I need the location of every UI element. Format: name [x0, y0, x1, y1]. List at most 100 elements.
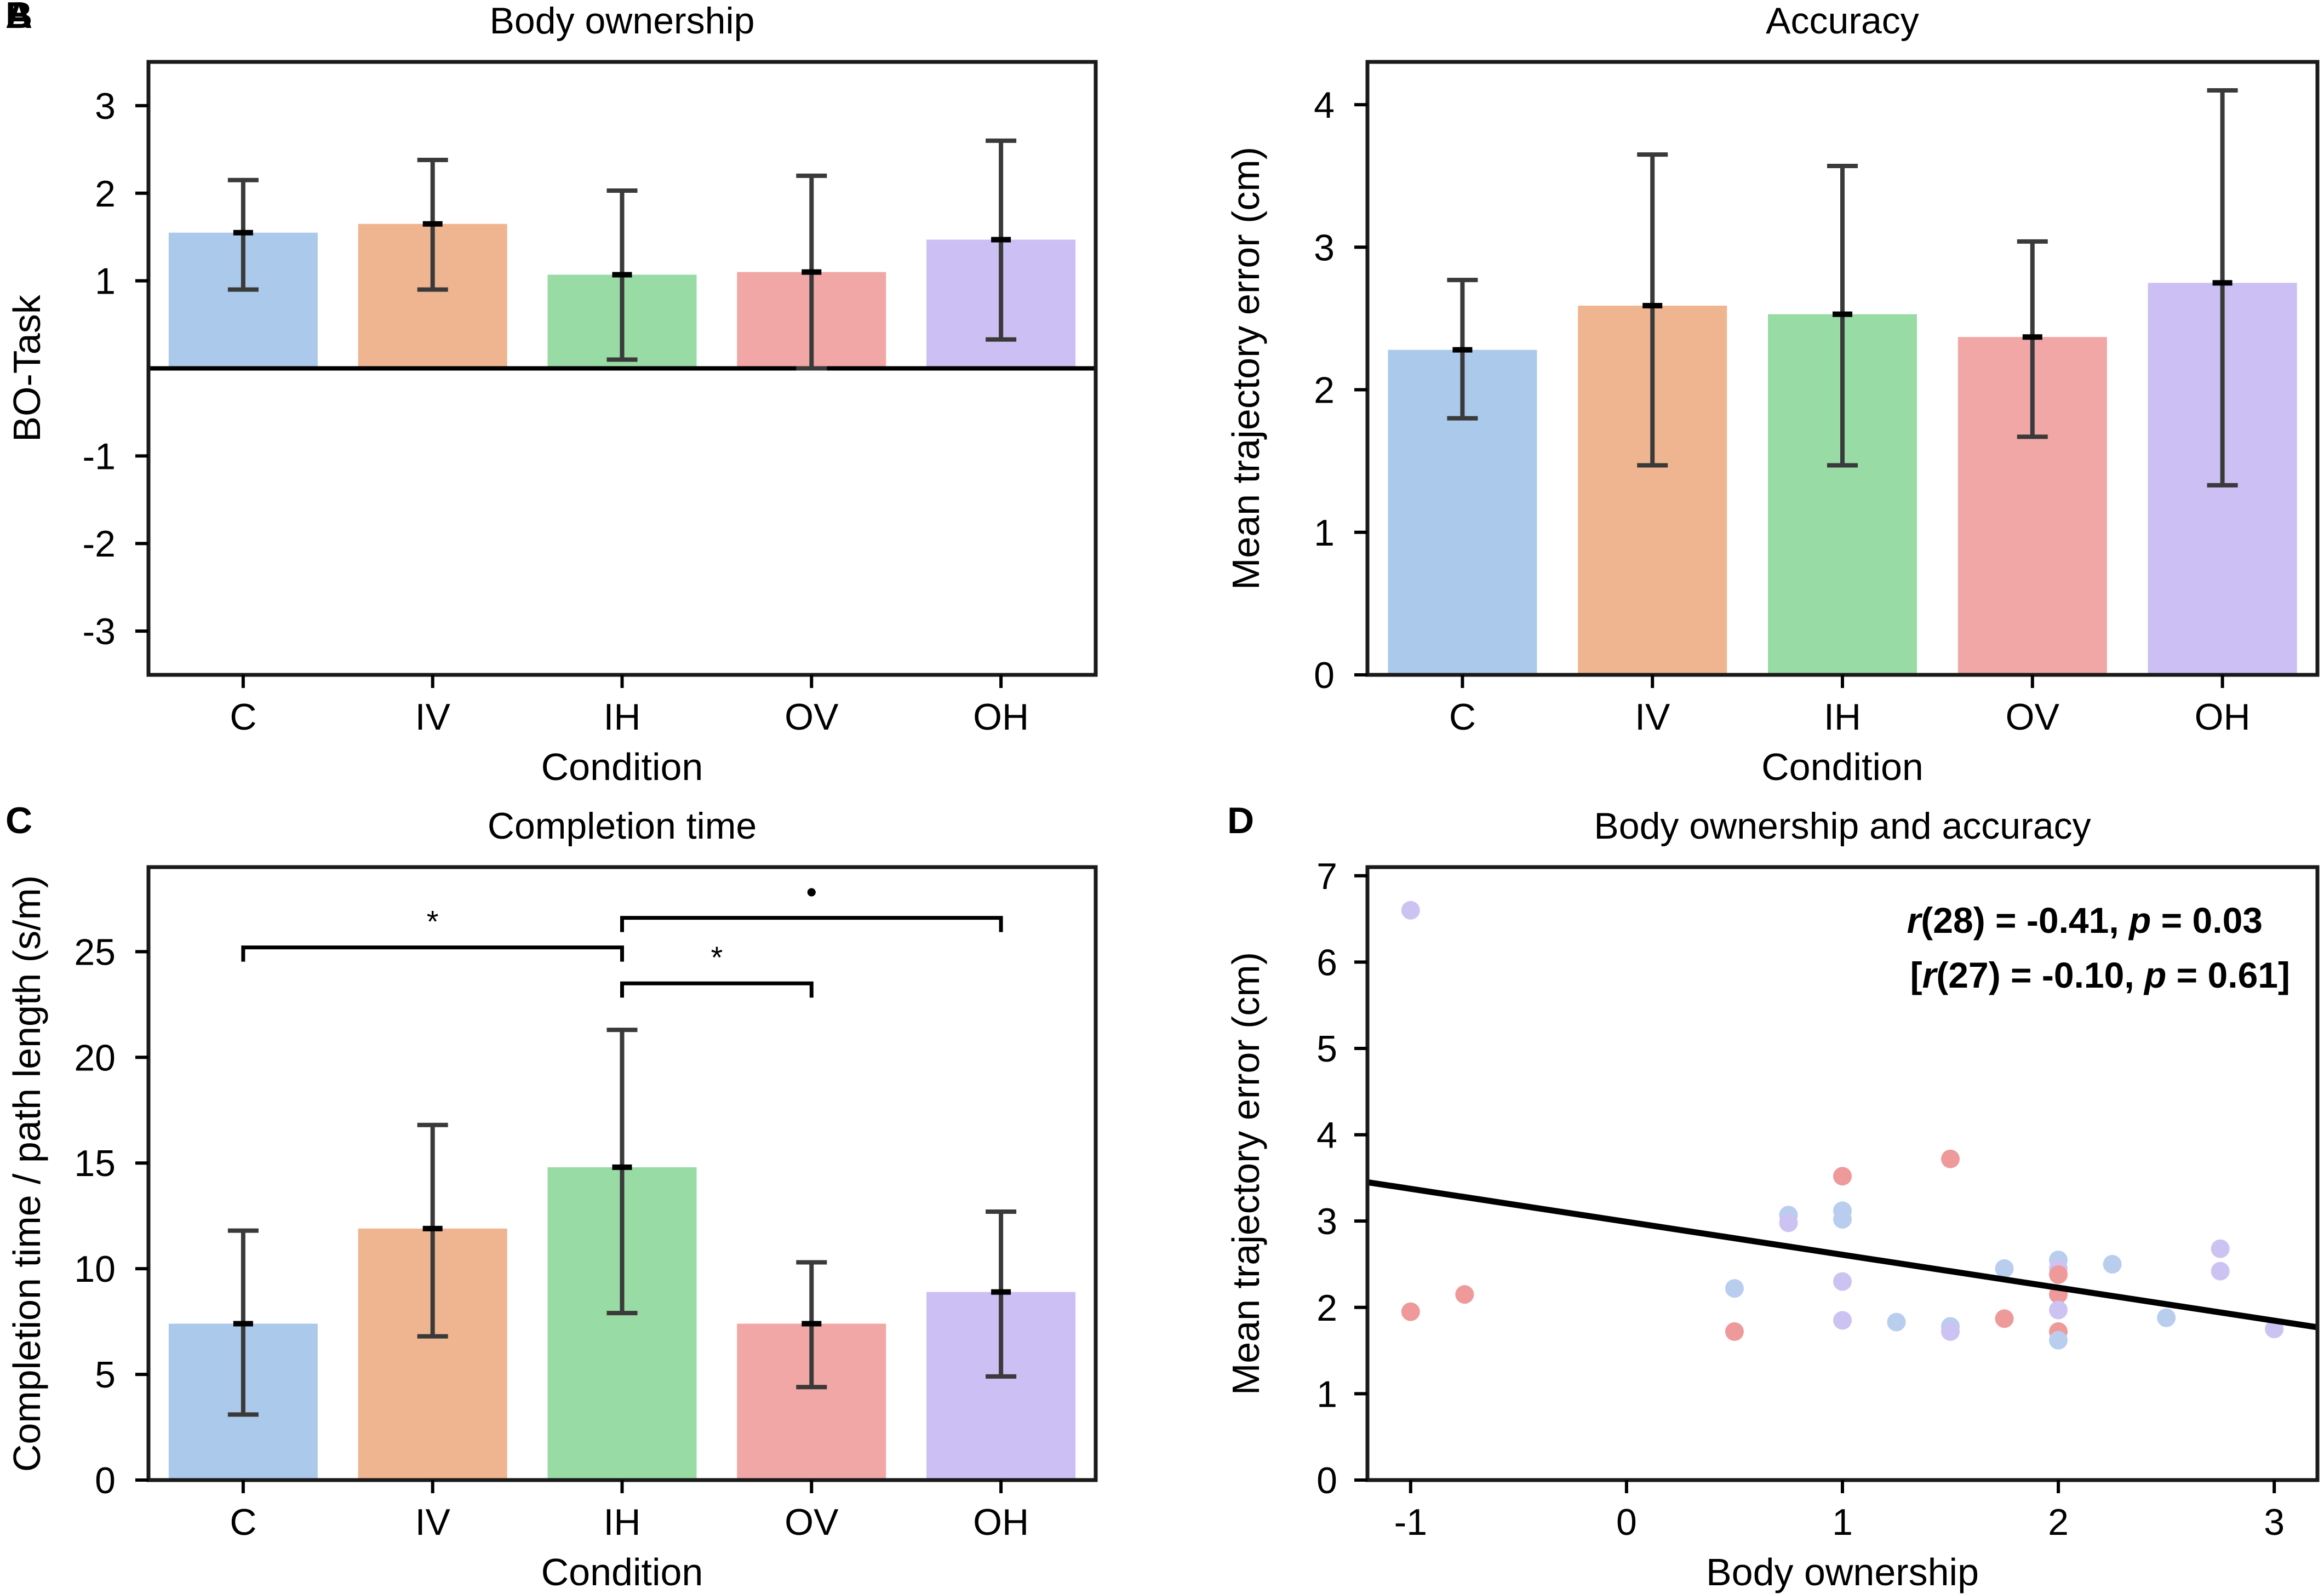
bracket-line	[620, 981, 814, 998]
significance-label: *	[711, 940, 723, 974]
x-tick-label: IV	[1635, 696, 1670, 738]
x-tick-label: C	[230, 1501, 256, 1543]
x-tick-label: OV	[2006, 696, 2060, 738]
panel-letter: A	[5, 0, 32, 36]
p-symbol: p	[2128, 900, 2151, 941]
y-tick-label: 7	[1316, 856, 1337, 897]
x-tick-label: IV	[415, 696, 451, 738]
error-bar-oh	[986, 1209, 1017, 1379]
panel-letter: D	[1227, 800, 1254, 841]
chart-title: Completion time	[488, 805, 757, 847]
y-tick-label: 1	[95, 261, 116, 302]
x-axis-label: Body ownership	[1706, 1551, 1979, 1593]
significance-bracket: *	[241, 904, 624, 962]
p-symbol: p	[2143, 955, 2166, 995]
y-axis-label: Completion time / path length (s/m)	[5, 875, 48, 1472]
panel-a: A Body ownership 3 2 1 -1 -2 -3 C IV IH OV OH Conditi…	[5, 0, 1098, 788]
y-tick-label: 0	[1314, 655, 1335, 696]
error-bar-c	[1447, 278, 1478, 421]
scatter-point-red	[1455, 1285, 1474, 1304]
y-tick-label: 4	[1314, 84, 1335, 126]
scatter-point-blue	[1833, 1210, 1852, 1229]
error-bar-ov	[796, 1260, 827, 1390]
x-axis-label: Condition	[541, 1551, 703, 1593]
panel-d: D Body ownership and accuracy 0 1 2 3 4 5 6 7 -1 0 1…	[1224, 800, 2320, 1593]
error-bar-c	[227, 177, 259, 292]
x-tick-label: 1	[1832, 1501, 1853, 1543]
p-value: = 0.61]	[2166, 955, 2290, 995]
error-bar-iv	[1637, 152, 1668, 468]
y-tick-label: 1	[1316, 1373, 1337, 1415]
x-tick-label: OH	[973, 696, 1029, 738]
significance-label: *	[427, 904, 439, 939]
r-symbol: r	[1907, 900, 1923, 941]
panel-b: B Accuracy 0 1 2 3 4 C IV IH OV OH Condition Mean tra…	[5, 0, 2320, 788]
y-tick-label: 0	[95, 1460, 116, 1501]
y-tick-label: 2	[1314, 370, 1335, 411]
scatter-point-blue	[2049, 1331, 2068, 1350]
y-axis-label: Mean trajectory error (cm)	[1224, 147, 1267, 590]
y-tick-label: 4	[1316, 1115, 1337, 1156]
y-tick-label: 20	[74, 1037, 116, 1079]
scatter-point-blue	[2103, 1254, 2122, 1274]
x-tick-label: 3	[2264, 1501, 2285, 1543]
significance-bracket: *	[620, 940, 814, 998]
y-tick-label: 10	[74, 1248, 116, 1290]
scatter-point-blue	[1725, 1279, 1744, 1298]
scatter-point-red	[1995, 1309, 2014, 1328]
y-tick-label: -1	[83, 435, 116, 477]
y-tick-label: 6	[1316, 942, 1337, 983]
x-tick-label: IH	[604, 1501, 641, 1543]
error-bar-iv	[417, 158, 448, 292]
scatter-point-red	[1941, 1149, 1960, 1168]
x-tick-label: IH	[604, 696, 641, 738]
chart-title: Body ownership and accuracy	[1594, 805, 2091, 847]
y-tick-label: 2	[1316, 1287, 1337, 1329]
y-tick-label: 0	[1316, 1460, 1337, 1501]
x-tick-label: 2	[2048, 1501, 2069, 1543]
scatter-point-red	[1725, 1322, 1744, 1341]
scatter-point-red	[1833, 1167, 1852, 1186]
chart-title: Body ownership	[490, 0, 755, 42]
error-bar-ov	[2017, 239, 2048, 439]
x-tick-label: IH	[1824, 696, 1861, 738]
panel-letter: C	[5, 800, 32, 841]
panel-c: C Completion time * • * 0 5 10 15 20 25 C IV IH OV OH Co…	[5, 800, 1098, 1593]
scatter-point-blue	[1995, 1259, 2014, 1278]
scatter-point-purple	[2049, 1300, 2068, 1320]
panel-letter: B	[5, 0, 32, 36]
x-tick-label: OV	[785, 696, 839, 738]
scatter-point-purple	[1941, 1322, 1960, 1341]
significance-bracket: •	[620, 875, 1003, 932]
x-tick-label: 0	[1616, 1501, 1637, 1543]
error-bar-ov	[796, 173, 827, 371]
r-symbol: r	[1922, 955, 1938, 995]
x-tick-label: OV	[785, 1501, 839, 1543]
y-tick-label: -2	[83, 523, 116, 565]
error-bar-ih	[606, 188, 638, 362]
y-tick-label: 1	[1314, 512, 1335, 554]
x-tick-label: -1	[1394, 1501, 1427, 1543]
error-bar-ih	[1827, 163, 1858, 468]
error-bar-c	[227, 1228, 259, 1417]
error-bar-oh	[2207, 88, 2238, 488]
y-tick-label: 25	[74, 931, 116, 973]
x-tick-label: OH	[973, 1501, 1029, 1543]
x-axis-label: Condition	[1761, 746, 1924, 788]
p-value: = 0.03	[2151, 900, 2263, 941]
y-tick-label: 15	[74, 1143, 116, 1184]
scatter-point-blue	[1887, 1312, 1906, 1332]
x-tick-label: OH	[2195, 696, 2251, 738]
scatter-point-purple	[1401, 901, 1420, 920]
bracket-line	[241, 945, 624, 962]
x-tick-label: C	[230, 696, 256, 738]
x-axis-label: Condition	[541, 746, 703, 788]
scatter-point-purple	[1833, 1272, 1852, 1291]
x-tick-label: C	[1449, 696, 1476, 738]
y-tick-label: 3	[1314, 227, 1335, 268]
y-tick-label: 3	[1316, 1201, 1337, 1242]
y-axis-label: BO-Task	[5, 294, 48, 441]
scatter-point-red	[2049, 1265, 2068, 1284]
